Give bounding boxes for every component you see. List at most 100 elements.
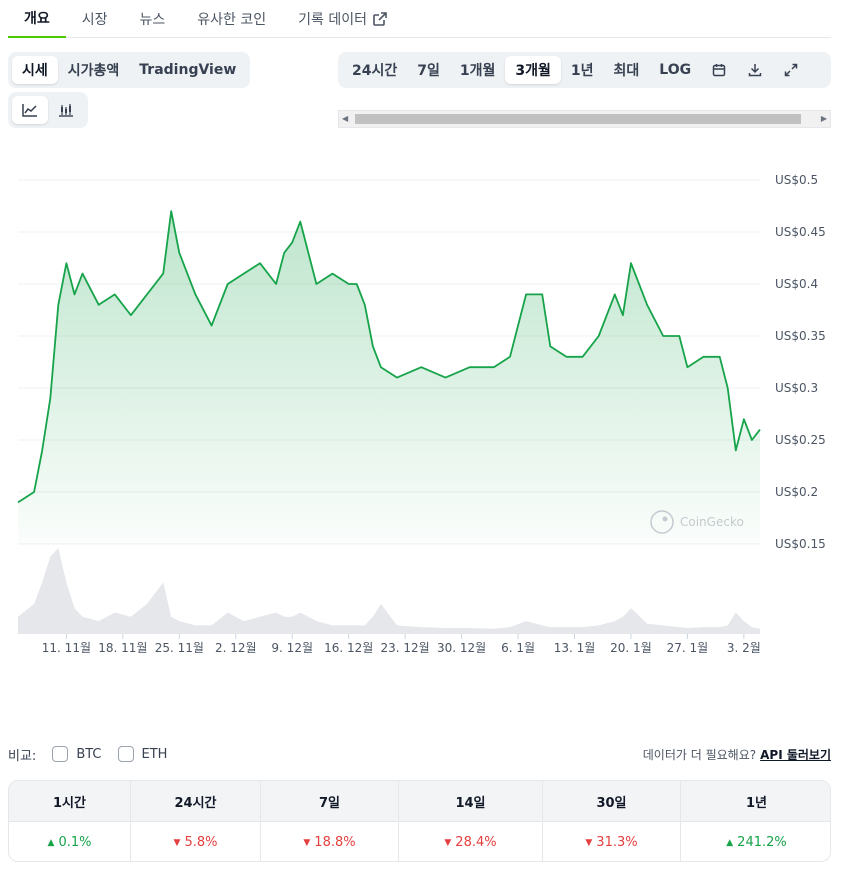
- change-header-7d: 7일: [261, 781, 399, 822]
- change-header-1y: 1년: [681, 781, 830, 822]
- x-tick-label: 11. 11월: [42, 641, 91, 655]
- compare-eth-label[interactable]: ETH: [141, 746, 168, 762]
- x-tick-label: 25. 11월: [155, 641, 204, 655]
- x-tick-label: 30. 12월: [437, 641, 486, 655]
- caret-down-icon: ▼: [173, 837, 181, 848]
- range-1m[interactable]: 1개월: [459, 63, 496, 79]
- y-tick-label: US$0.4: [775, 277, 818, 291]
- volume-area: [18, 548, 760, 634]
- download-button[interactable]: [737, 56, 773, 84]
- download-icon: [748, 64, 762, 77]
- toggle-market-cap[interactable]: 시가총액: [67, 63, 120, 79]
- api-explore-link[interactable]: API 둘러보기: [760, 748, 831, 762]
- range-log[interactable]: LOG: [659, 62, 692, 78]
- tab-bar: 개요 시장 뉴스 유사한 코인 기록 데이터: [8, 0, 831, 38]
- change-value-24h: ▼ 5.8%: [131, 822, 261, 861]
- tab-similar-coins[interactable]: 유사한 코인: [181, 0, 282, 38]
- x-tick-label: 18. 11월: [98, 641, 147, 655]
- line-chart-icon: [22, 104, 37, 117]
- price-line: [17, 210, 761, 504]
- compare-btc-checkbox[interactable]: [52, 746, 69, 762]
- caret-down-icon: ▼: [444, 837, 452, 848]
- change-14d-text: 28.4%: [455, 835, 497, 850]
- tab-historical-data-label: 기록 데이터: [298, 12, 368, 28]
- change-value-14d: ▼ 28.4%: [399, 822, 543, 861]
- change-header-24h: 24시간: [131, 781, 261, 822]
- change-value-7d: ▼ 18.8%: [261, 822, 399, 861]
- range-24h[interactable]: 24시간: [352, 63, 398, 79]
- range-3m[interactable]: 3개월: [505, 56, 561, 84]
- x-tick-label: 27. 1월: [667, 641, 709, 655]
- x-tick-label: 2. 12월: [215, 641, 257, 655]
- price-chart[interactable]: US$0.5 US$0.45 US$0.4 US$0.35 US$0.3 US$0.25 U…: [0, 160, 853, 670]
- calendar-icon: [712, 64, 726, 77]
- chart-type-toggle: 시세 시가총액 TradingView: [8, 52, 251, 88]
- coingecko-watermark: CoinGecko: [650, 510, 744, 534]
- compare-row: 비교: BTC ETH: [8, 744, 167, 764]
- candlestick-chart-button[interactable]: [48, 96, 84, 124]
- price-area-fill: [18, 211, 760, 544]
- watermark-text: CoinGecko: [680, 515, 744, 529]
- y-tick-label: US$0.45: [775, 225, 826, 239]
- x-tick-label: 16. 12월: [324, 641, 373, 655]
- x-tick-label: 9. 12월: [271, 641, 313, 655]
- caret-down-icon: ▼: [303, 837, 311, 848]
- y-tick-label: US$0.25: [775, 433, 826, 447]
- x-tick-label: 13. 1월: [554, 641, 596, 655]
- tab-markets-label: 시장: [81, 12, 108, 28]
- compare-eth-checkbox[interactable]: [117, 746, 134, 762]
- tab-news[interactable]: 뉴스: [124, 0, 182, 38]
- toggle-price[interactable]: 시세: [12, 56, 58, 84]
- tab-overview-label: 개요: [24, 11, 50, 27]
- tab-news-label: 뉴스: [139, 12, 166, 28]
- y-tick-label: US$0.15: [775, 537, 826, 551]
- tab-historical-data[interactable]: 기록 데이터: [282, 0, 403, 38]
- caret-down-icon: ▼: [585, 837, 593, 848]
- compare-btc-label[interactable]: BTC: [76, 746, 102, 762]
- x-tick-label: 20. 1월: [610, 641, 652, 655]
- change-value-30d: ▼ 31.3%: [543, 822, 681, 861]
- price-change-table: 1시간 24시간 7일 14일 30일 1년 ▲ 0.1% ▼ 5.8% ▼ 18.8…: [8, 780, 831, 862]
- change-header-14d: 14일: [399, 781, 543, 822]
- change-header-1h: 1시간: [9, 781, 131, 822]
- change-value-1y: ▲ 241.2%: [681, 822, 830, 861]
- external-link-icon: [373, 12, 387, 26]
- tab-overview[interactable]: 개요: [8, 0, 66, 38]
- change-24h-text: 5.8%: [184, 835, 218, 850]
- change-value-1h: ▲ 0.1%: [9, 822, 131, 861]
- tab-markets[interactable]: 시장: [66, 0, 124, 38]
- range-1y[interactable]: 1년: [570, 63, 594, 79]
- change-7d-text: 18.8%: [314, 835, 356, 850]
- x-tick-label: 6. 1월: [501, 641, 535, 655]
- range-toggle: 24시간 7일 1개월 3개월 1년 최대 LOG: [338, 52, 831, 88]
- x-tick-label: 3. 2월: [727, 641, 761, 655]
- expand-button[interactable]: [773, 56, 809, 84]
- compare-label: 비교:: [8, 748, 37, 764]
- range-max[interactable]: 최대: [613, 63, 640, 79]
- calendar-button[interactable]: [701, 56, 737, 84]
- scroll-right-arrow-icon[interactable]: ▶: [820, 114, 827, 123]
- scrollbar-thumb[interactable]: [355, 114, 801, 124]
- line-chart-button[interactable]: [12, 96, 48, 124]
- change-30d-text: 31.3%: [596, 835, 638, 850]
- y-tick-label: US$0.35: [775, 329, 826, 343]
- y-tick-label: US$0.3: [775, 381, 818, 395]
- caret-up-icon: ▲: [47, 837, 55, 848]
- view-toggle: [8, 92, 88, 128]
- toggle-tradingview[interactable]: TradingView: [139, 62, 237, 78]
- x-tick-label: 23. 12월: [381, 641, 430, 655]
- api-prompt-text: 데이터가 더 필요해요?: [642, 748, 757, 762]
- change-1y-text: 241.2%: [737, 835, 787, 850]
- change-1h-text: 0.1%: [58, 835, 92, 850]
- range-scrollbar[interactable]: ◀ ▶: [338, 110, 831, 128]
- change-header-30d: 30일: [543, 781, 681, 822]
- range-7d[interactable]: 7일: [417, 63, 440, 79]
- caret-up-icon: ▲: [726, 837, 734, 848]
- candlestick-chart-icon: [59, 104, 73, 117]
- tab-similar-coins-label: 유사한 코인: [197, 12, 267, 28]
- y-tick-label: US$0.5: [775, 173, 818, 187]
- expand-icon: [784, 63, 798, 77]
- y-tick-label: US$0.2: [775, 485, 818, 499]
- api-prompt: 데이터가 더 필요해요? API 둘러보기: [643, 746, 831, 763]
- scroll-left-arrow-icon[interactable]: ◀: [342, 114, 349, 123]
